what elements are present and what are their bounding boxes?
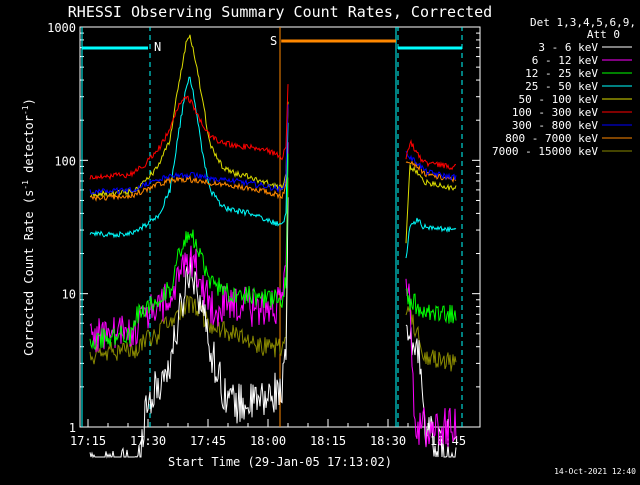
x-axis-ticks: 17:15 17:30 17:45 18:00 18:15 18:30 18:45	[70, 419, 466, 448]
legend-entry-label: 300 - 800 keV	[512, 119, 598, 132]
series-line	[89, 197, 457, 459]
x-axis-label: Start Time (29-Jan-05 17:13:02)	[168, 455, 392, 469]
legend-header-line1: Det 1,3,4,5,6,9,	[530, 16, 636, 29]
y-tick-label: 1000	[47, 21, 76, 35]
x-tick-label: 18:15	[310, 434, 346, 448]
series-line	[89, 153, 457, 351]
legend-entry-label: 3 - 6 keV	[538, 41, 598, 54]
series-line	[89, 142, 457, 447]
series-line	[89, 84, 456, 181]
legend-entry-label: 7000 - 15000 keV	[492, 145, 598, 158]
x-tick-label: 17:45	[190, 434, 226, 448]
chart-title: RHESSI Observing Summary Count Rates, Co…	[68, 3, 492, 21]
series-line	[90, 34, 457, 244]
y-tick-label: 1	[69, 421, 76, 435]
y-axis-ticks: 1 10 100 1000	[47, 21, 480, 435]
y-tick-label: 10	[62, 288, 76, 302]
legend-entry-label: 6 - 12 keV	[532, 54, 599, 67]
x-tick-label: 18:30	[370, 434, 406, 448]
x-tick-label: 17:15	[70, 434, 106, 448]
legend-entry-label: 25 - 50 keV	[525, 80, 598, 93]
series-line	[89, 104, 457, 195]
legend-entry-label: 800 - 7000 keV	[505, 132, 598, 145]
series-line	[89, 76, 457, 259]
legend-entry-label: 100 - 300 keV	[512, 106, 598, 119]
series-lines	[89, 34, 457, 459]
marker-label-n: N	[154, 40, 161, 54]
y-axis-label: Corrected Count Rate (s-1 detector-1)	[21, 98, 36, 356]
legend-entry-label: 50 - 100 keV	[519, 93, 599, 106]
y-tick-label: 100	[54, 154, 76, 168]
x-tick-label: 18:00	[250, 434, 286, 448]
footer-timestamp: 14-Oct-2021 12:40	[554, 467, 636, 476]
x-tick-label: 17:30	[130, 434, 166, 448]
legend-entry-label: 12 - 25 keV	[525, 67, 598, 80]
legend-header-line2: Att 0	[587, 28, 620, 41]
series-line	[89, 177, 457, 372]
marker-label-s: S	[270, 34, 277, 48]
